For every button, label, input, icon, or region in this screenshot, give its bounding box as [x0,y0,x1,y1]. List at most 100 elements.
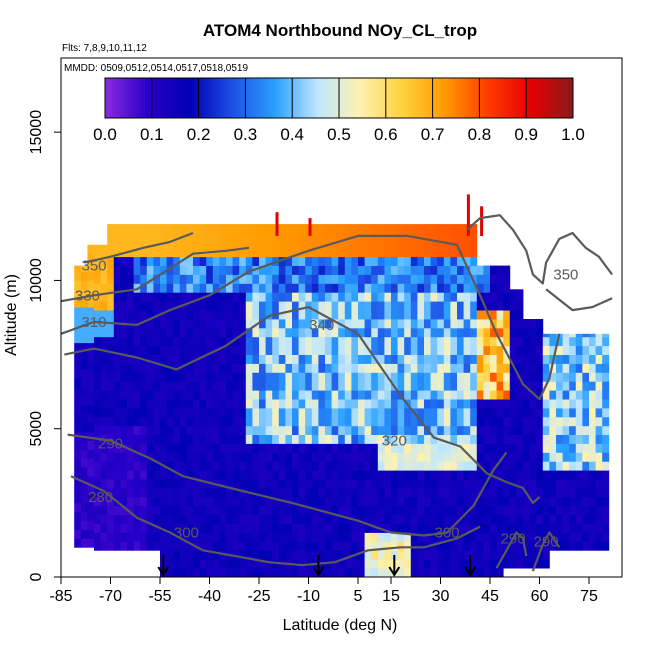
heatmap-cell [199,408,207,418]
heatmap-cell [107,470,115,480]
heatmap-cell [463,319,471,329]
heatmap-cell [259,390,266,400]
heatmap-cell [437,559,445,569]
heatmap-cell [179,523,187,533]
heatmap-cell [311,372,319,382]
heatmap-cell [595,416,603,427]
heatmap-cell [503,479,511,489]
heatmap-cell [186,425,194,435]
heatmap-cell [140,523,148,533]
heatmap-cell [94,496,101,507]
heatmap-cell [391,354,398,364]
heatmap-cell [430,425,438,435]
heatmap-cell [133,488,141,498]
heatmap-cell [252,532,260,542]
heatmap-cell [166,381,174,391]
heatmap-cell [443,523,451,533]
heatmap-cell [404,568,412,578]
heatmap-cell [160,505,167,516]
heatmap-cell [417,470,425,480]
heatmap-cell [450,256,458,266]
heatmap-cell [338,283,346,293]
heatmap-cell [437,363,445,373]
heatmap-cell [146,514,154,524]
heatmap-cell [377,559,385,569]
heatmap-cell [74,520,82,530]
heatmap-cell [556,505,563,516]
heatmap-cell [120,274,128,284]
heatmap-cell [166,274,174,284]
heatmap-cell [325,488,332,498]
heatmap-cell [377,238,385,249]
heatmap-cell [476,319,484,329]
heatmap-cell [549,363,557,373]
heatmap-cell [483,345,491,355]
heatmap-cell [278,568,286,578]
heatmap-cell [437,461,445,471]
heatmap-cell [331,514,339,524]
heatmap-cell [344,292,352,302]
heatmap-cell [166,408,174,418]
heatmap-cell [146,541,154,551]
heatmap-cell [483,301,491,311]
heatmap-cell [338,292,346,302]
heatmap-cell [212,301,220,311]
heatmap-cell [173,292,181,302]
heatmap-cell [140,470,148,480]
heatmap-cell [298,399,306,409]
heatmap-cell [377,505,385,516]
heatmap-cell [490,292,497,302]
heatmap-cell [173,523,181,533]
heatmap-cell [331,488,339,498]
heatmap-cell [575,443,583,453]
heatmap-cell [173,381,181,391]
heatmap-cell [377,390,385,400]
heatmap-cell [562,452,570,462]
heatmap-cell [133,532,141,542]
heatmap-cell [417,372,425,382]
heatmap-cell [107,408,115,418]
heatmap-cell [113,301,121,311]
heatmap-cell [305,327,313,338]
heatmap-cell [331,292,339,302]
heatmap-cell [463,301,471,311]
heatmap-cell [602,505,610,516]
heatmap-cell [516,310,524,320]
heatmap-cell [305,381,313,391]
heatmap-cell [179,310,187,320]
heatmap-cell [173,399,181,409]
heatmap-cell [133,541,141,551]
heatmap-cell [226,372,233,382]
heatmap-cell [556,354,563,364]
heatmap-cell [292,434,299,444]
heatmap-cell [305,514,313,524]
heatmap-cell [344,274,352,284]
heatmap-cell [410,381,418,391]
heatmap-cell [351,541,359,551]
heatmap-cell [292,541,299,551]
heatmap-cell [463,390,471,400]
heatmap-cell [490,345,497,355]
heatmap-cell [120,416,128,427]
heatmap-cell [496,292,504,302]
heatmap-cell [272,514,280,524]
heatmap-cell [424,381,431,391]
heatmap-cell [160,372,167,382]
heatmap-cell [364,292,372,302]
heatmap-cell [569,470,577,480]
heatmap-cell [516,541,524,551]
heatmap-cell [450,479,458,489]
heatmap-cell [107,443,115,453]
heatmap-cell [496,568,504,578]
heatmap-cell [226,496,233,507]
heatmap-cell [344,363,352,373]
heatmap-cell [490,327,497,338]
heatmap-cell [226,238,233,249]
heatmap-cell [404,265,412,275]
heatmap-cell [226,434,233,444]
heatmap-cell [503,319,511,329]
heatmap-cell [496,434,504,444]
heatmap-cell [100,292,108,302]
heatmap-cell [325,301,332,311]
heatmap-cell [404,408,412,418]
